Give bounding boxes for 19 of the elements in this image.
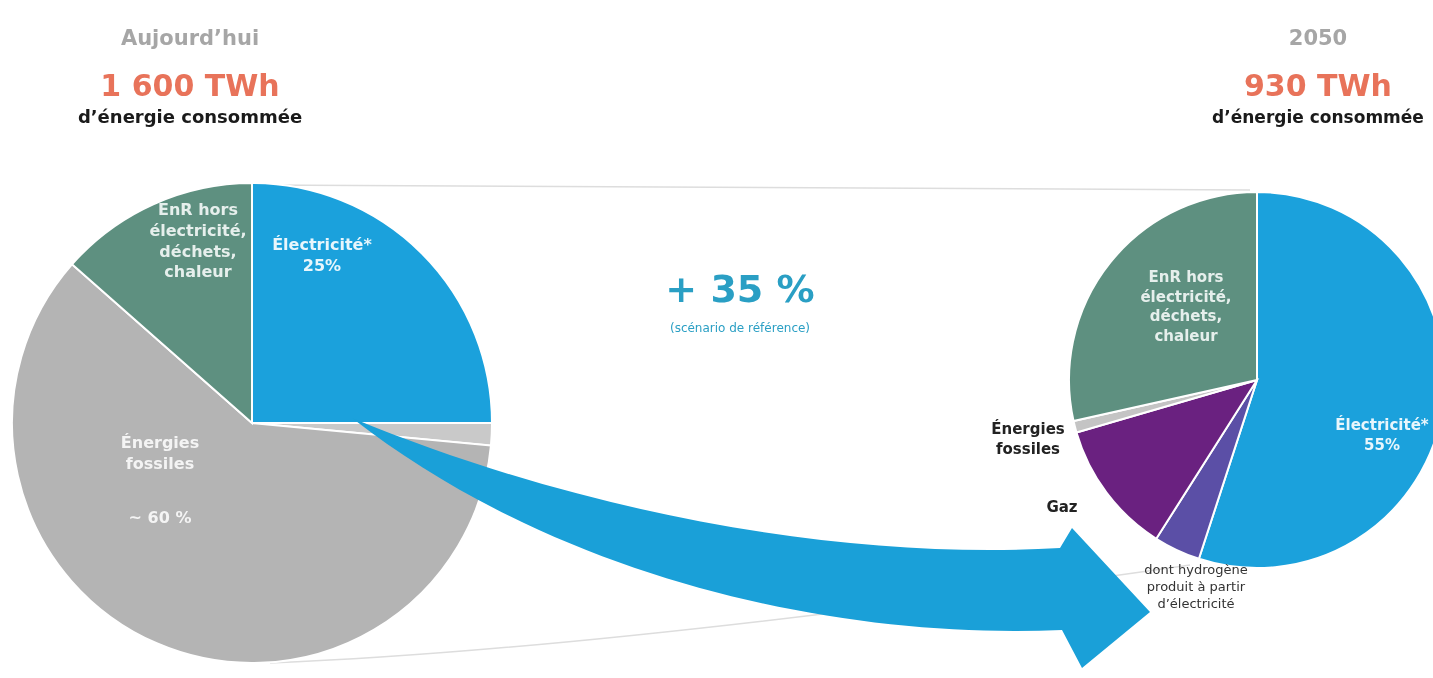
slice-label: EnR hors électricité, déchets, chaleur [149, 200, 247, 282]
text: + 35 % [665, 267, 815, 311]
data-label: ~ 60 % [128, 507, 192, 527]
chart-title: 2050 [1288, 26, 1348, 50]
slice-label: Électricité* [272, 235, 373, 254]
chart-subtitle: 1 600 TWh [100, 68, 280, 103]
slice-label: Gaz [1046, 498, 1078, 516]
slice-label: Énergies fossiles [120, 433, 200, 473]
slice-label: dont hydrogène produit à partir d’électricité [1144, 562, 1248, 611]
data-label: 25% [302, 255, 342, 275]
text: d’énergie consommée [77, 106, 303, 127]
text: (scénario de référence) [669, 321, 811, 335]
slice-label: EnR hors électricité, déchets, chaleur [1140, 268, 1232, 345]
slice-label: Électricité* [1335, 415, 1429, 434]
chart-title: Aujourd’hui [120, 26, 260, 50]
text: d’énergie consommée [1212, 107, 1424, 127]
chart-subtitle: 930 TWh [1244, 68, 1392, 103]
slice-label: Énergies fossiles [991, 419, 1065, 458]
data-label: 55% [1364, 435, 1400, 454]
